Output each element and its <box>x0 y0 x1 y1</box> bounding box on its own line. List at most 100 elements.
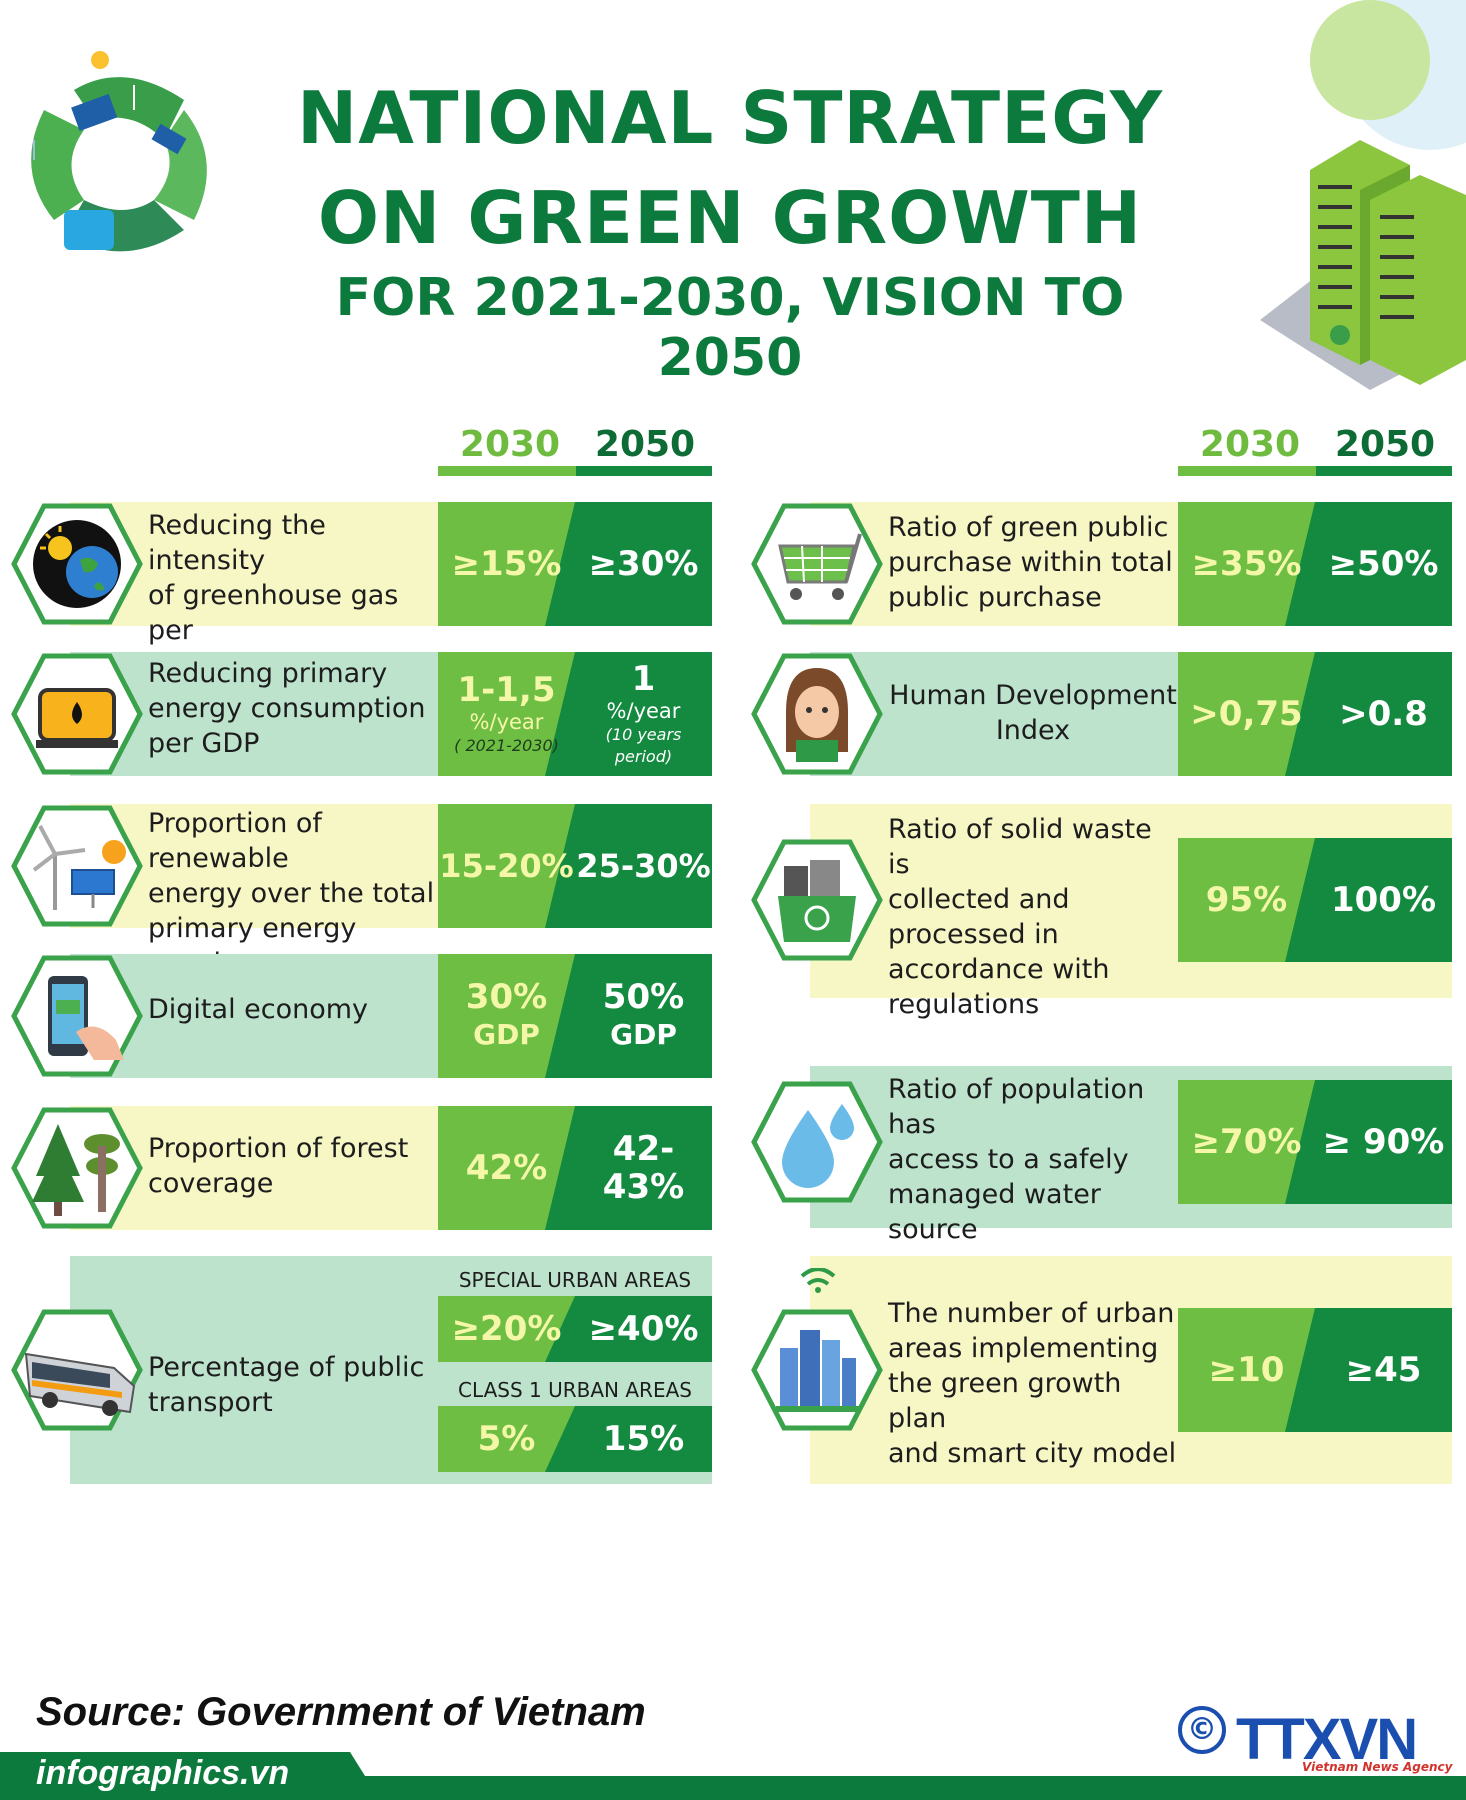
left-row-3-2030: 15-20% <box>439 847 574 885</box>
left-row-1-2050: ≥30% <box>588 544 699 584</box>
left-row-4-2030-unit: GDP <box>473 1018 540 1051</box>
page-subtitle: FOR 2021-2030, VISION TO 2050 <box>335 268 1125 388</box>
left-row-5-2050: 42-43% <box>602 1129 685 1207</box>
left-row-2-2030: 1-1,5 <box>457 670 556 710</box>
right-row-2-values: >0,75 >0.8 <box>1178 652 1452 776</box>
right-row-2-2050: >0.8 <box>1339 694 1428 734</box>
right-row-5-2030: ≥10 <box>1208 1350 1285 1390</box>
trees-icon <box>11 1107 143 1229</box>
bus-icon <box>11 1309 143 1431</box>
left-col-2050: 2050 <box>594 424 696 465</box>
value-split-shape <box>545 804 712 928</box>
value-split-shape <box>545 1296 712 1362</box>
class1-urban-values: 5% 15% <box>438 1406 712 1472</box>
right-row-3-2050: 100% <box>1330 880 1437 920</box>
left-row-4-2050: 50% <box>602 977 685 1017</box>
class1-urban-2030: 5% <box>477 1419 536 1459</box>
right-row-2-label: Human Development Index <box>888 678 1178 748</box>
value-split-shape <box>545 954 712 1078</box>
right-row-1-2050: ≥50% <box>1328 544 1439 584</box>
right-row-3-2030: 95% <box>1205 880 1288 920</box>
value-split-shape <box>545 1106 712 1230</box>
value-split-shape <box>545 652 712 776</box>
water-drops-icon <box>751 1081 883 1203</box>
left-row-1-values: ≥15% ≥30% <box>438 502 712 626</box>
oil-tank-icon <box>11 653 143 775</box>
globe-sun-icon <box>11 503 143 625</box>
right-row-2-2030: >0,75 <box>1190 694 1303 734</box>
left-row-6-text: Percentage of public transport <box>148 1352 425 1418</box>
right-row-1-label: Ratio of green public purchase within to… <box>888 510 1178 615</box>
special-urban-2050: ≥40% <box>588 1309 699 1349</box>
right-row-5-text: The number of urban areas implementing t… <box>888 1298 1177 1469</box>
class1-urban-label: CLASS 1 URBAN AREAS <box>458 1378 692 1402</box>
left-row-6-label: Percentage of public transport <box>148 1350 438 1420</box>
left-row-4-values: 30% GDP 50% GDP <box>438 954 712 1078</box>
right-row-3-values: 95% 100% <box>1178 838 1452 962</box>
smart-city-icon <box>751 1268 883 1431</box>
special-urban-2030: ≥20% <box>451 1309 562 1349</box>
right-row-3-text: Ratio of solid waste is collected and pr… <box>888 814 1152 1020</box>
right-row-1-text: Ratio of green public purchase within to… <box>888 512 1173 613</box>
right-row-5-label: The number of urban areas implementing t… <box>888 1296 1178 1471</box>
left-row-2-2030-note: ( 2021-2030) <box>454 736 559 755</box>
right-row-4-2030: ≥70% <box>1191 1122 1302 1162</box>
special-urban-values: ≥20% ≥40% <box>438 1296 712 1362</box>
right-row-4-text: Ratio of population has access to a safe… <box>888 1074 1145 1245</box>
value-split-shape <box>545 502 712 626</box>
green-buildings-icon <box>1260 0 1466 390</box>
right-row-4-values: ≥70% ≥ 90% <box>1178 1080 1452 1204</box>
left-row-4-label: Digital economy <box>148 992 438 1027</box>
value-split-shape <box>1285 838 1452 962</box>
left-row-2-label: Reducing primary energy consumption per … <box>148 656 438 761</box>
left-row-2-2050: 1 <box>631 659 656 699</box>
right-col-2050: 2050 <box>1334 424 1436 465</box>
class1-urban-2050: 15% <box>602 1419 685 1459</box>
left-row-2-text: Reducing primary energy consumption per … <box>148 658 426 759</box>
left-row-3-2050: 25-30% <box>576 847 711 885</box>
right-row-4-2050: ≥ 90% <box>1322 1122 1445 1162</box>
value-split-shape <box>1285 1308 1452 1432</box>
right-row-1-2030: ≥35% <box>1191 544 1302 584</box>
left-row-2-2030-unit: %/year <box>469 710 544 734</box>
recycle-bin-icon <box>751 839 883 961</box>
value-split-shape <box>1285 652 1452 776</box>
left-row-1-2030: ≥15% <box>451 544 562 584</box>
brand-logo: TTXVN <box>1236 1707 1418 1772</box>
value-split-shape <box>1285 1080 1452 1204</box>
left-row-3-values: 15-20% 25-30% <box>438 804 712 928</box>
left-row-2-values: 1-1,5 %/year ( 2021-2030) 1 %/year (10 y… <box>438 652 712 776</box>
right-row-5-2050: ≥45 <box>1345 1350 1422 1390</box>
copyright-icon: © <box>1178 1706 1226 1754</box>
right-row-5-values: ≥10 ≥45 <box>1178 1308 1452 1432</box>
right-row-1-values: ≥35% ≥50% <box>1178 502 1452 626</box>
right-col-bar-2050 <box>1316 466 1452 476</box>
left-col-bar-2030 <box>438 466 576 476</box>
site-link[interactable]: infographics.vn <box>36 1754 290 1792</box>
recycle-illustration-icon <box>31 51 207 252</box>
shopping-cart-icon <box>751 503 883 625</box>
right-row-4-label: Ratio of population has access to a safe… <box>888 1072 1188 1247</box>
left-row-4-2050-unit: GDP <box>610 1018 677 1051</box>
wind-solar-icon <box>11 805 143 927</box>
left-row-4-text: Digital economy <box>148 994 369 1025</box>
right-col-2030: 2030 <box>1199 424 1301 465</box>
page-title-line2: ON GREEN GROWTH <box>317 176 1143 260</box>
page-title-line1: NATIONAL STRATEGY <box>297 76 1163 160</box>
source-credit: Source: Government of Vietnam <box>36 1690 646 1734</box>
left-row-2-2050-note: (10 years period) <box>605 725 682 766</box>
value-split-shape <box>1285 502 1452 626</box>
right-row-2-text: Human Development Index <box>889 680 1177 746</box>
left-row-5-text: Proportion of forest coverage <box>148 1133 409 1199</box>
left-col-2030: 2030 <box>459 424 561 465</box>
left-row-2-2050-unit: %/year <box>606 699 681 723</box>
left-col-bar-2050 <box>576 466 712 476</box>
special-urban-label: SPECIAL URBAN AREAS <box>458 1268 692 1292</box>
phone-payment-icon <box>11 955 143 1077</box>
footer-bar <box>0 1752 1466 1800</box>
brand-subtitle: Vietnam News Agency <box>1302 1760 1453 1774</box>
left-row-5-values: 42% 42-43% <box>438 1106 712 1230</box>
right-row-3-label: Ratio of solid waste is collected and pr… <box>888 812 1178 1022</box>
left-row-4-2030: 30% <box>465 977 548 1017</box>
left-row-5-label: Proportion of forest coverage <box>148 1131 438 1201</box>
